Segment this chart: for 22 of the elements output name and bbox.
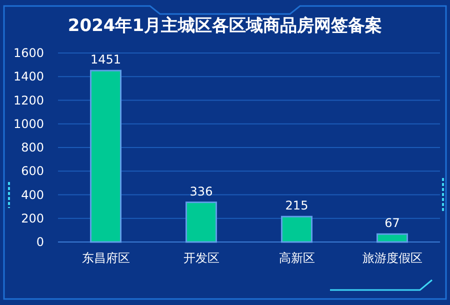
bar — [281, 216, 312, 243]
y-tick-label: 1000 — [13, 116, 44, 131]
y-tick-label: 1600 — [13, 46, 44, 60]
x-tick-label: 高新区 — [278, 251, 315, 265]
y-tick-label: 800 — [21, 140, 44, 154]
x-tick-label: 开发区 — [183, 251, 220, 265]
bar — [90, 70, 122, 243]
bar — [376, 233, 408, 243]
y-tick-label: 1400 — [13, 70, 44, 84]
x-tick-label: 旅游度假区 — [362, 251, 422, 265]
y-tick-label: 600 — [21, 164, 44, 178]
x-tick-label: 东昌府区 — [82, 251, 130, 265]
data-label: 336 — [190, 184, 213, 198]
data-label: 1451 — [90, 52, 122, 67]
y-tick-label: 200 — [21, 211, 44, 226]
y-tick-label: 0 — [36, 235, 44, 249]
y-tick-label: 1200 — [13, 93, 44, 108]
data-label: 215 — [285, 198, 308, 213]
bar — [186, 202, 217, 243]
data-label: 67 — [384, 216, 400, 230]
chart-title: 2024年1月主城区各区域商品房网签备案 — [68, 15, 382, 36]
y-tick-label: 400 — [21, 188, 44, 202]
